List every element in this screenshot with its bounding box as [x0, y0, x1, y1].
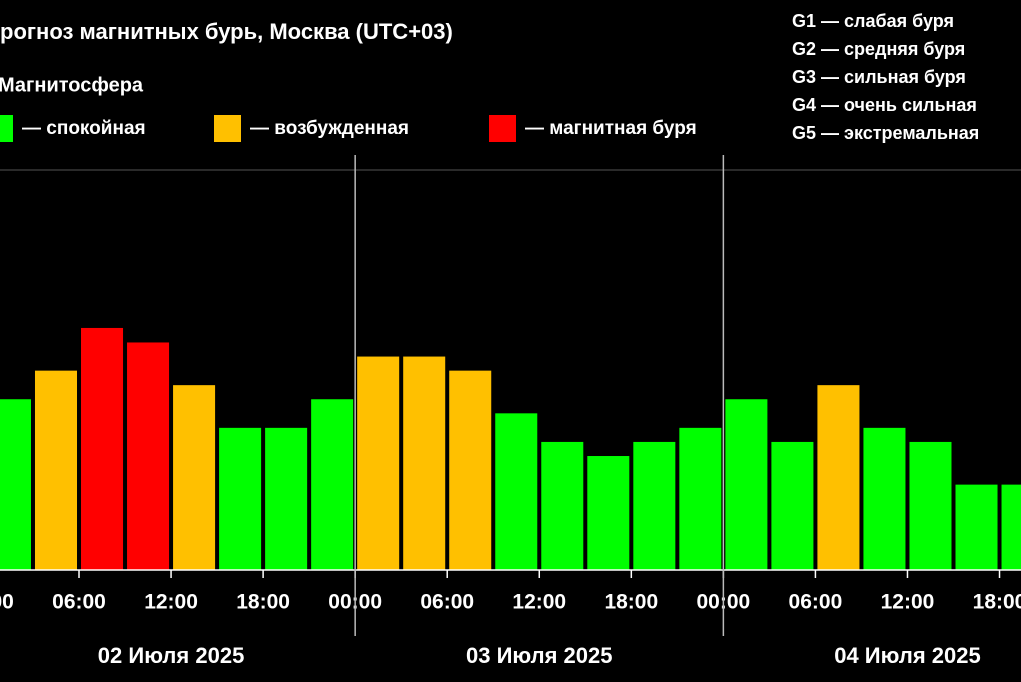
bar: [633, 441, 676, 570]
bar: [955, 484, 998, 570]
storm-scale-note: G2 — средняя буря: [792, 39, 965, 59]
x-tick-label: 18:00: [236, 591, 290, 614]
x-tick-label: 06:00: [420, 591, 474, 614]
x-tick-label: 18:00: [973, 591, 1021, 614]
legend-swatch: [489, 115, 516, 142]
bar: [587, 456, 630, 570]
bar: [1001, 484, 1021, 570]
legend-title: Магнитосфера: [0, 74, 144, 96]
bar: [173, 385, 216, 570]
storm-scale-note: G1 — слабая буря: [792, 11, 954, 31]
bar: [311, 399, 354, 570]
x-tick-label: 00:00: [0, 591, 14, 614]
legend-swatch: [214, 115, 241, 142]
bar: [0, 399, 31, 570]
day-label: 03 Июля 2025: [466, 643, 613, 668]
bar: [541, 441, 584, 570]
x-tick-label: 12:00: [881, 591, 935, 614]
bar: [403, 356, 446, 570]
bar: [679, 427, 722, 570]
legend-label: — магнитная буря: [525, 118, 697, 139]
bar: [495, 413, 538, 570]
bar: [34, 370, 78, 570]
x-tick-label: 12:00: [144, 591, 198, 614]
day-label: 02 Июля 2025: [98, 643, 245, 668]
bar: [127, 342, 170, 570]
bar: [357, 356, 400, 570]
bar: [771, 441, 814, 570]
legend-label: — возбужденная: [250, 118, 409, 139]
chart-title: рогноз магнитных бурь, Москва (UTC+03): [0, 19, 453, 44]
bar: [863, 427, 906, 570]
x-tick-label: 18:00: [604, 591, 658, 614]
storm-scale-note: G4 — очень сильная: [792, 95, 977, 115]
x-tick-label: 06:00: [789, 591, 843, 614]
bar: [219, 427, 262, 570]
legend-label: — спокойная: [22, 118, 146, 139]
bar: [81, 327, 124, 570]
storm-scale-note: G5 — экстремальная: [792, 123, 979, 143]
day-label: 04 Июля 2025: [834, 643, 981, 668]
x-tick-label: 12:00: [512, 591, 566, 614]
legend-swatch: [0, 115, 13, 142]
storm-scale-note: G3 — сильная буря: [792, 67, 966, 87]
x-tick-label: 06:00: [52, 591, 106, 614]
bar: [817, 385, 860, 570]
bar: [725, 399, 768, 570]
bar: [449, 370, 492, 570]
bar: [265, 427, 308, 570]
bar: [909, 441, 952, 570]
